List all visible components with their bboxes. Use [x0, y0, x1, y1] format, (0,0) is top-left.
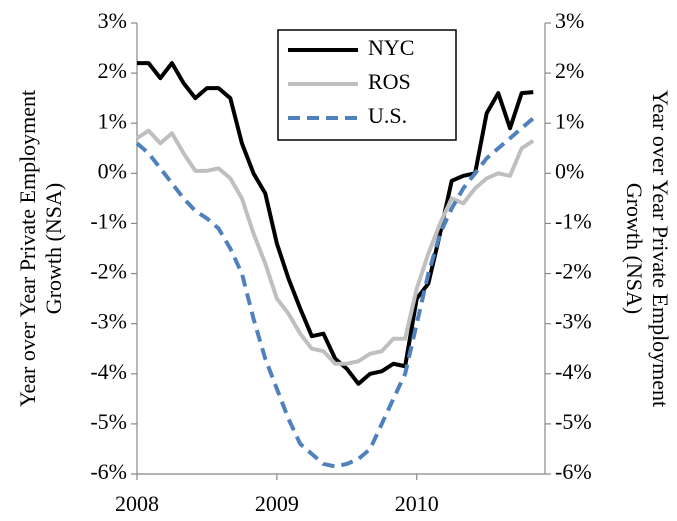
y-tick-label: -4% — [90, 359, 127, 384]
x-tick-label: 2010 — [395, 491, 439, 516]
legend-label: NYC — [368, 35, 414, 60]
y2-tick-label: -5% — [555, 409, 592, 434]
y2-axis-label-line: Year over Year Private Employment — [648, 90, 673, 407]
y-axis-label-line: Growth (NSA) — [41, 183, 66, 314]
legend: NYC ROS U.S. — [277, 29, 457, 141]
y2-axis-label-line: Growth (NSA) — [622, 183, 647, 314]
y2-tick-label: 2% — [555, 58, 584, 83]
y-tick-label: 3% — [98, 8, 127, 33]
legend-label: ROS — [368, 69, 411, 94]
x-tick-label: 2008 — [115, 491, 159, 516]
series-line — [135, 128, 535, 366]
y2-tick-label: 3% — [555, 8, 584, 33]
series-line — [135, 116, 535, 469]
y2-tick-label: -3% — [555, 309, 592, 334]
y-tick-label: -6% — [90, 459, 127, 484]
legend-label: U.S. — [368, 103, 407, 128]
y-axis-label-line: Year over Year Private Employment — [15, 90, 40, 407]
y2-tick-label: -4% — [555, 359, 592, 384]
series-line — [137, 61, 534, 386]
y-tick-label: -3% — [90, 309, 127, 334]
y-axis-label: Year over Year Private Employment Growth … — [15, 90, 66, 407]
y2-tick-label: -1% — [555, 208, 592, 233]
y-tick-label: 2% — [98, 58, 127, 83]
y2-tick-label: -6% — [555, 459, 592, 484]
y-tick-label: 0% — [98, 158, 127, 183]
y-tick-label: -1% — [90, 208, 127, 233]
y-tick-label: -5% — [90, 409, 127, 434]
y2-tick-label: -2% — [555, 259, 592, 284]
y2-tick-label: 1% — [555, 108, 584, 133]
x-tick-label: 2009 — [255, 491, 299, 516]
y-tick-label: 1% — [98, 108, 127, 133]
y-tick-label: -2% — [90, 259, 127, 284]
y2-axis-label: Year over Year Private EmploymentGrowth … — [622, 90, 673, 407]
y2-tick-label: 0% — [555, 158, 584, 183]
